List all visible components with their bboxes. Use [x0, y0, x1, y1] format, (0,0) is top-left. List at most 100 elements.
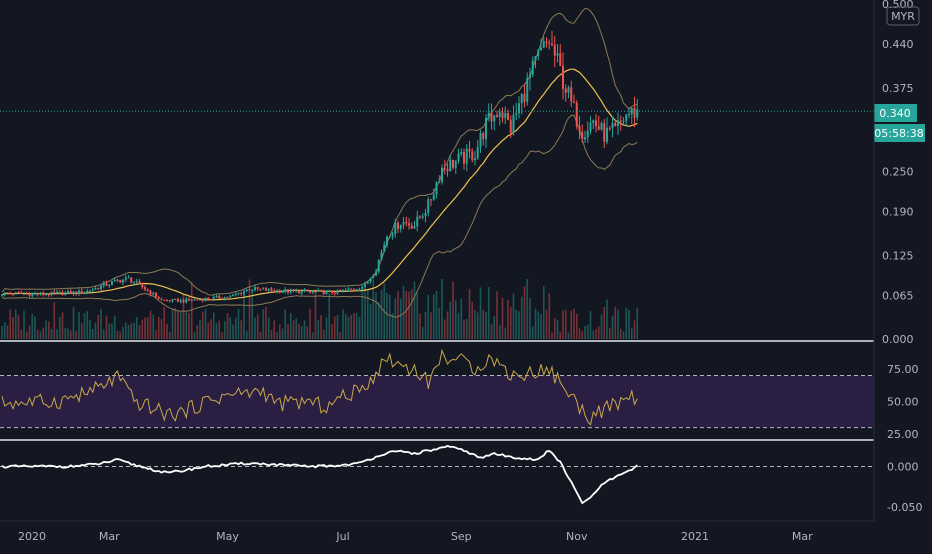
- volume-bar: [210, 319, 212, 339]
- candle-body: [509, 119, 512, 133]
- volume-bar: [160, 319, 163, 339]
- volume-bar: [364, 288, 366, 339]
- volume-bar: [361, 283, 364, 339]
- candle-body: [309, 291, 311, 293]
- candle-body: [3, 292, 6, 295]
- volume-bar: [61, 312, 64, 339]
- candle-body: [391, 233, 394, 237]
- volume-bar: [133, 322, 135, 339]
- candle-body: [130, 277, 133, 283]
- badges: MYR 0.340 05:58:38: [874, 6, 925, 142]
- candle-body: [276, 290, 278, 292]
- candle-body: [113, 279, 116, 282]
- volume-bar: [482, 309, 485, 339]
- candle-body: [119, 279, 122, 283]
- candle-body: [454, 160, 457, 168]
- volume-bar: [581, 331, 584, 339]
- candle-body: [100, 285, 102, 290]
- candle-body: [427, 199, 430, 213]
- candle-body: [633, 107, 636, 118]
- volume-bar: [498, 325, 501, 339]
- candle-body: [314, 291, 317, 293]
- volume-bar: [358, 317, 361, 339]
- volume-bar: [193, 332, 196, 339]
- volume-bar: [240, 320, 243, 339]
- volume-bar: [157, 316, 160, 339]
- volume-bar: [540, 314, 542, 339]
- volume-bar: [397, 291, 399, 339]
- volume-bar: [314, 289, 317, 339]
- volume-bar: [399, 298, 402, 339]
- volume-bar: [138, 324, 141, 339]
- volume-bar: [273, 320, 276, 339]
- volume-bar: [179, 312, 182, 339]
- time-tick-label: Jul: [335, 530, 349, 543]
- volume-bar: [9, 309, 12, 339]
- candle-body: [501, 112, 504, 118]
- volume-bar: [276, 332, 278, 339]
- candle-body: [12, 293, 14, 295]
- volume-bar: [529, 298, 531, 339]
- volume-bar: [501, 297, 504, 339]
- price-axis[interactable]: 0.5000.4400.3750.3100.2500.1900.1250.065…: [882, 0, 922, 514]
- currency-badge-label: MYR: [891, 10, 915, 23]
- volume-bar: [56, 329, 58, 339]
- candle-body: [625, 114, 628, 121]
- volume-bar: [185, 311, 188, 339]
- currency-badge[interactable]: [886, 6, 920, 26]
- volume-bar: [537, 311, 540, 339]
- candle-body: [185, 298, 188, 303]
- candle-body: [551, 43, 553, 45]
- candle-body: [468, 148, 471, 152]
- volume-bar: [248, 279, 251, 339]
- volume-bar: [606, 299, 608, 339]
- volume-bar: [553, 318, 556, 339]
- candle-body: [201, 299, 204, 301]
- volume-bar: [509, 306, 512, 339]
- volume-bar: [78, 312, 80, 339]
- candle-body: [28, 293, 31, 296]
- candle-body: [443, 167, 446, 169]
- volume-bar: [64, 327, 67, 339]
- candle-body: [50, 291, 53, 295]
- volume-bar: [278, 324, 281, 339]
- volume-bar: [457, 312, 460, 339]
- volume-bar: [520, 296, 523, 339]
- candle-body: [138, 281, 141, 284]
- candle-body: [606, 127, 608, 142]
- candle-body: [353, 288, 355, 290]
- volume-bar: [168, 331, 171, 339]
- volume-bar: [391, 313, 394, 339]
- time-tick-label: May: [216, 530, 239, 543]
- candle-body: [174, 298, 177, 300]
- time-axis[interactable]: 2020 Mar May Jul Sep Nov 2021 Mar: [18, 530, 813, 543]
- time-tick-label: Nov: [566, 530, 588, 543]
- volume-bar: [207, 322, 210, 339]
- volume-bar: [427, 294, 430, 339]
- time-tick-label: Sep: [451, 530, 472, 543]
- candle-body: [221, 298, 223, 300]
- volume-bar: [149, 310, 152, 339]
- candle-body: [168, 300, 171, 302]
- volume-bar: [518, 311, 520, 339]
- candle-body: [377, 259, 380, 272]
- candle-body: [347, 288, 350, 290]
- volume-bar: [223, 321, 226, 339]
- candle-body: [518, 103, 520, 114]
- candle-body: [226, 297, 229, 299]
- macd-line: [1, 445, 638, 505]
- candle-body: [166, 299, 168, 301]
- volume-bar: [366, 289, 369, 339]
- volume-bar: [243, 291, 245, 339]
- volume-bar: [320, 315, 322, 339]
- volume-bar: [124, 322, 127, 339]
- candle-body: [34, 293, 36, 295]
- last-price-tag: [874, 104, 917, 122]
- candle-body: [218, 296, 221, 299]
- candle-body: [578, 126, 581, 132]
- candle-body: [284, 289, 287, 292]
- candle-body: [122, 279, 124, 283]
- candle-body: [111, 281, 113, 285]
- volume-bar: [155, 330, 157, 339]
